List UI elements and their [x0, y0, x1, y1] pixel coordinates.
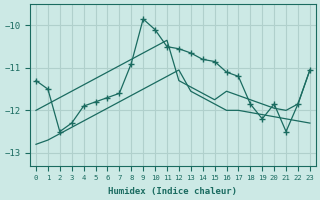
X-axis label: Humidex (Indice chaleur): Humidex (Indice chaleur) [108, 187, 237, 196]
